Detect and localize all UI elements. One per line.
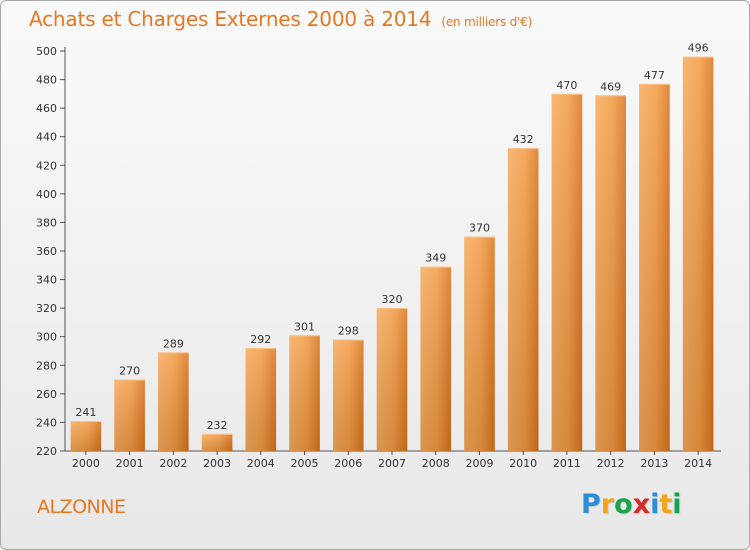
commune-name: ALZONNE (37, 496, 126, 518)
x-tick-label: 2006 (334, 457, 362, 470)
y-tick-label: 320 (36, 302, 57, 315)
x-tick-label: 2004 (247, 457, 275, 470)
x-tick-label: 2007 (378, 457, 406, 470)
bar-shade (551, 93, 583, 451)
bar-value-label: 470 (556, 79, 577, 92)
y-tick-label: 400 (36, 188, 57, 201)
bar-value-label: 496 (688, 42, 709, 55)
x-tick-label: 2008 (422, 457, 450, 470)
x-tick-label: 2011 (553, 457, 581, 470)
y-tick-label: 440 (36, 131, 57, 144)
x-tick-label: 2012 (597, 457, 625, 470)
bar-shade (682, 56, 714, 451)
bar-shade (201, 433, 233, 451)
chart-title: Achats et Charges Externes 2000 à 2014 (e… (29, 7, 532, 31)
bar-value-label: 298 (338, 325, 359, 338)
y-tick-label: 420 (36, 159, 57, 172)
x-tick-label: 2013 (640, 457, 668, 470)
chart-title-text: Achats et Charges Externes 2000 à 2014 (29, 7, 432, 31)
bar-value-label: 232 (207, 419, 228, 432)
bar-shade (376, 308, 408, 451)
bar-value-label: 301 (294, 320, 315, 333)
bar-value-label: 320 (382, 293, 403, 306)
logo-letter: o (614, 489, 633, 520)
bar-value-label: 477 (644, 69, 665, 82)
logo-letter: i (650, 489, 660, 520)
bar-value-label: 370 (469, 222, 490, 235)
x-tick-label: 2010 (509, 457, 537, 470)
proxiti-logo: Proxiti (581, 489, 682, 520)
bar-shade (639, 83, 670, 451)
bar-shade (158, 352, 189, 451)
y-tick-label: 340 (36, 274, 57, 287)
bar-shade (507, 148, 539, 451)
y-tick-label: 300 (36, 331, 57, 344)
x-tick-label: 2009 (465, 457, 493, 470)
bar-shade (464, 236, 495, 451)
x-tick-label: 2003 (203, 457, 231, 470)
bar-shade (332, 339, 364, 451)
bar-value-label: 469 (600, 80, 621, 93)
bar-shade (289, 335, 320, 451)
y-tick-label: 280 (36, 359, 57, 372)
y-tick-label: 220 (36, 445, 57, 458)
x-tick-label: 2001 (116, 457, 144, 470)
bar-value-label: 241 (75, 406, 96, 419)
y-tick-label: 500 (36, 45, 57, 58)
bar-value-label: 432 (513, 133, 534, 146)
x-tick-label: 2005 (291, 457, 319, 470)
y-tick-label: 460 (36, 102, 57, 115)
logo-letter: P (581, 489, 601, 520)
bar-value-label: 289 (163, 337, 184, 350)
chart-axes: 220 240 260 280 300 320 340 360 380 400 420 440 460 4… (36, 45, 721, 470)
chart-bars (70, 56, 714, 452)
bar-shade (70, 421, 102, 451)
y-tick-label: 240 (36, 416, 57, 429)
y-tick-label: 360 (36, 245, 57, 258)
logo-letter: x (632, 489, 651, 520)
x-tick-label: 2002 (159, 457, 187, 470)
chart-unit-note: (en milliers d'€) (441, 15, 533, 29)
y-tick-label: 380 (36, 216, 57, 229)
logo-letter: t (659, 489, 673, 520)
bar-value-label: 292 (250, 333, 271, 346)
logo-letter: r (600, 489, 615, 520)
bar-value-label: 349 (425, 252, 446, 265)
logo-letter: i (672, 489, 682, 520)
bar-shade (420, 266, 452, 451)
bar-shade (114, 379, 145, 451)
bar-shade (595, 95, 626, 452)
y-tick-label: 480 (36, 74, 57, 87)
x-tick-label: 2000 (72, 457, 100, 470)
y-tick-label: 260 (36, 388, 57, 401)
bar-shade (245, 348, 277, 451)
x-tick-label: 2014 (684, 457, 712, 470)
chart-value-labels: 241 270 289 232 292 301 298 320 349 370 432 470 469 4… (75, 42, 708, 432)
bar-value-label: 270 (119, 365, 140, 378)
